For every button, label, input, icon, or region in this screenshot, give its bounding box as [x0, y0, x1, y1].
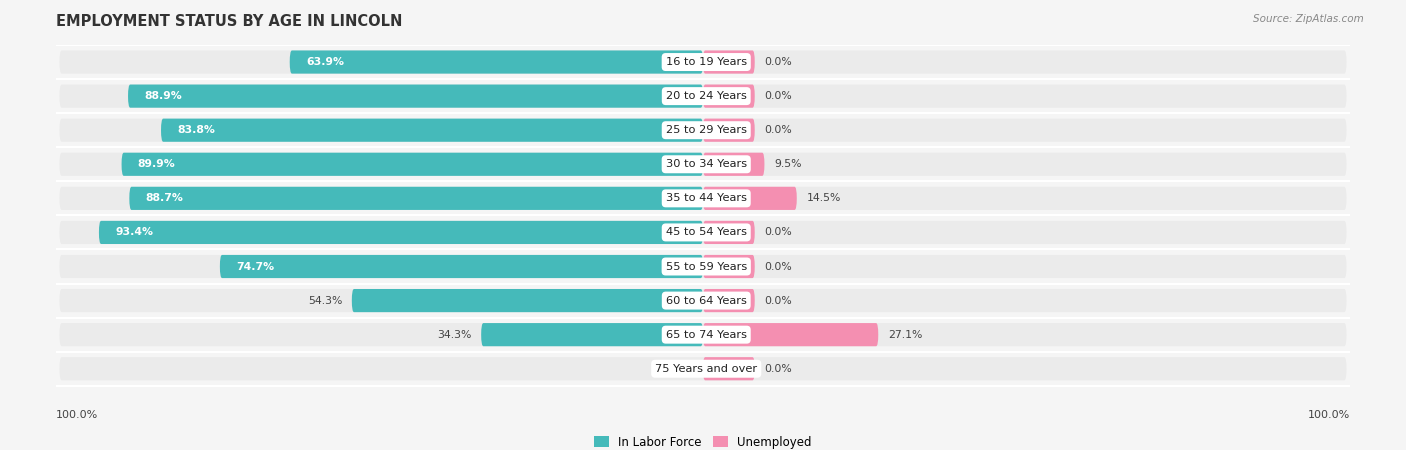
FancyBboxPatch shape: [703, 289, 755, 312]
Text: 60 to 64 Years: 60 to 64 Years: [666, 296, 747, 306]
Text: 100.0%: 100.0%: [1308, 410, 1350, 419]
FancyBboxPatch shape: [59, 289, 1347, 312]
FancyBboxPatch shape: [703, 187, 797, 210]
Text: 54.3%: 54.3%: [308, 296, 342, 306]
FancyBboxPatch shape: [703, 255, 755, 278]
Text: 93.4%: 93.4%: [115, 227, 153, 238]
FancyBboxPatch shape: [121, 153, 703, 176]
FancyBboxPatch shape: [703, 323, 879, 346]
Text: 100.0%: 100.0%: [56, 410, 98, 419]
FancyBboxPatch shape: [59, 187, 1347, 210]
Text: 9.5%: 9.5%: [775, 159, 801, 169]
Text: 0.0%: 0.0%: [765, 261, 792, 271]
Text: 30 to 34 Years: 30 to 34 Years: [665, 159, 747, 169]
Text: 0.0%: 0.0%: [765, 125, 792, 135]
Text: 35 to 44 Years: 35 to 44 Years: [665, 194, 747, 203]
FancyBboxPatch shape: [481, 323, 703, 346]
FancyBboxPatch shape: [703, 357, 755, 380]
Text: 27.1%: 27.1%: [889, 330, 922, 340]
Text: 74.7%: 74.7%: [236, 261, 274, 271]
FancyBboxPatch shape: [59, 85, 1347, 108]
Text: 75 Years and over: 75 Years and over: [655, 364, 758, 374]
Text: 88.7%: 88.7%: [145, 194, 183, 203]
Text: 34.3%: 34.3%: [437, 330, 471, 340]
FancyBboxPatch shape: [59, 323, 1347, 346]
FancyBboxPatch shape: [703, 221, 755, 244]
Text: 55 to 59 Years: 55 to 59 Years: [665, 261, 747, 271]
Text: 65 to 74 Years: 65 to 74 Years: [665, 330, 747, 340]
FancyBboxPatch shape: [59, 50, 1347, 74]
FancyBboxPatch shape: [162, 119, 703, 142]
Text: 88.9%: 88.9%: [145, 91, 181, 101]
Text: 0.0%: 0.0%: [655, 364, 683, 374]
Text: 0.0%: 0.0%: [765, 296, 792, 306]
Text: 0.0%: 0.0%: [765, 91, 792, 101]
FancyBboxPatch shape: [129, 187, 703, 210]
FancyBboxPatch shape: [219, 255, 703, 278]
FancyBboxPatch shape: [703, 50, 755, 74]
Text: 0.0%: 0.0%: [765, 227, 792, 238]
Text: Source: ZipAtlas.com: Source: ZipAtlas.com: [1253, 14, 1364, 23]
Text: 20 to 24 Years: 20 to 24 Years: [666, 91, 747, 101]
FancyBboxPatch shape: [703, 85, 755, 108]
FancyBboxPatch shape: [59, 255, 1347, 278]
FancyBboxPatch shape: [59, 119, 1347, 142]
Text: 83.8%: 83.8%: [177, 125, 215, 135]
Text: 0.0%: 0.0%: [765, 364, 792, 374]
FancyBboxPatch shape: [59, 357, 1347, 380]
Text: 14.5%: 14.5%: [807, 194, 841, 203]
Text: EMPLOYMENT STATUS BY AGE IN LINCOLN: EMPLOYMENT STATUS BY AGE IN LINCOLN: [56, 14, 402, 28]
Text: 89.9%: 89.9%: [138, 159, 176, 169]
FancyBboxPatch shape: [59, 153, 1347, 176]
FancyBboxPatch shape: [59, 221, 1347, 244]
Legend: In Labor Force, Unemployed: In Labor Force, Unemployed: [589, 431, 817, 450]
FancyBboxPatch shape: [703, 153, 765, 176]
FancyBboxPatch shape: [290, 50, 703, 74]
FancyBboxPatch shape: [703, 119, 755, 142]
FancyBboxPatch shape: [352, 289, 703, 312]
Text: 0.0%: 0.0%: [765, 57, 792, 67]
Text: 45 to 54 Years: 45 to 54 Years: [665, 227, 747, 238]
FancyBboxPatch shape: [128, 85, 703, 108]
Text: 63.9%: 63.9%: [307, 57, 344, 67]
FancyBboxPatch shape: [98, 221, 703, 244]
Text: 16 to 19 Years: 16 to 19 Years: [665, 57, 747, 67]
Text: 25 to 29 Years: 25 to 29 Years: [665, 125, 747, 135]
